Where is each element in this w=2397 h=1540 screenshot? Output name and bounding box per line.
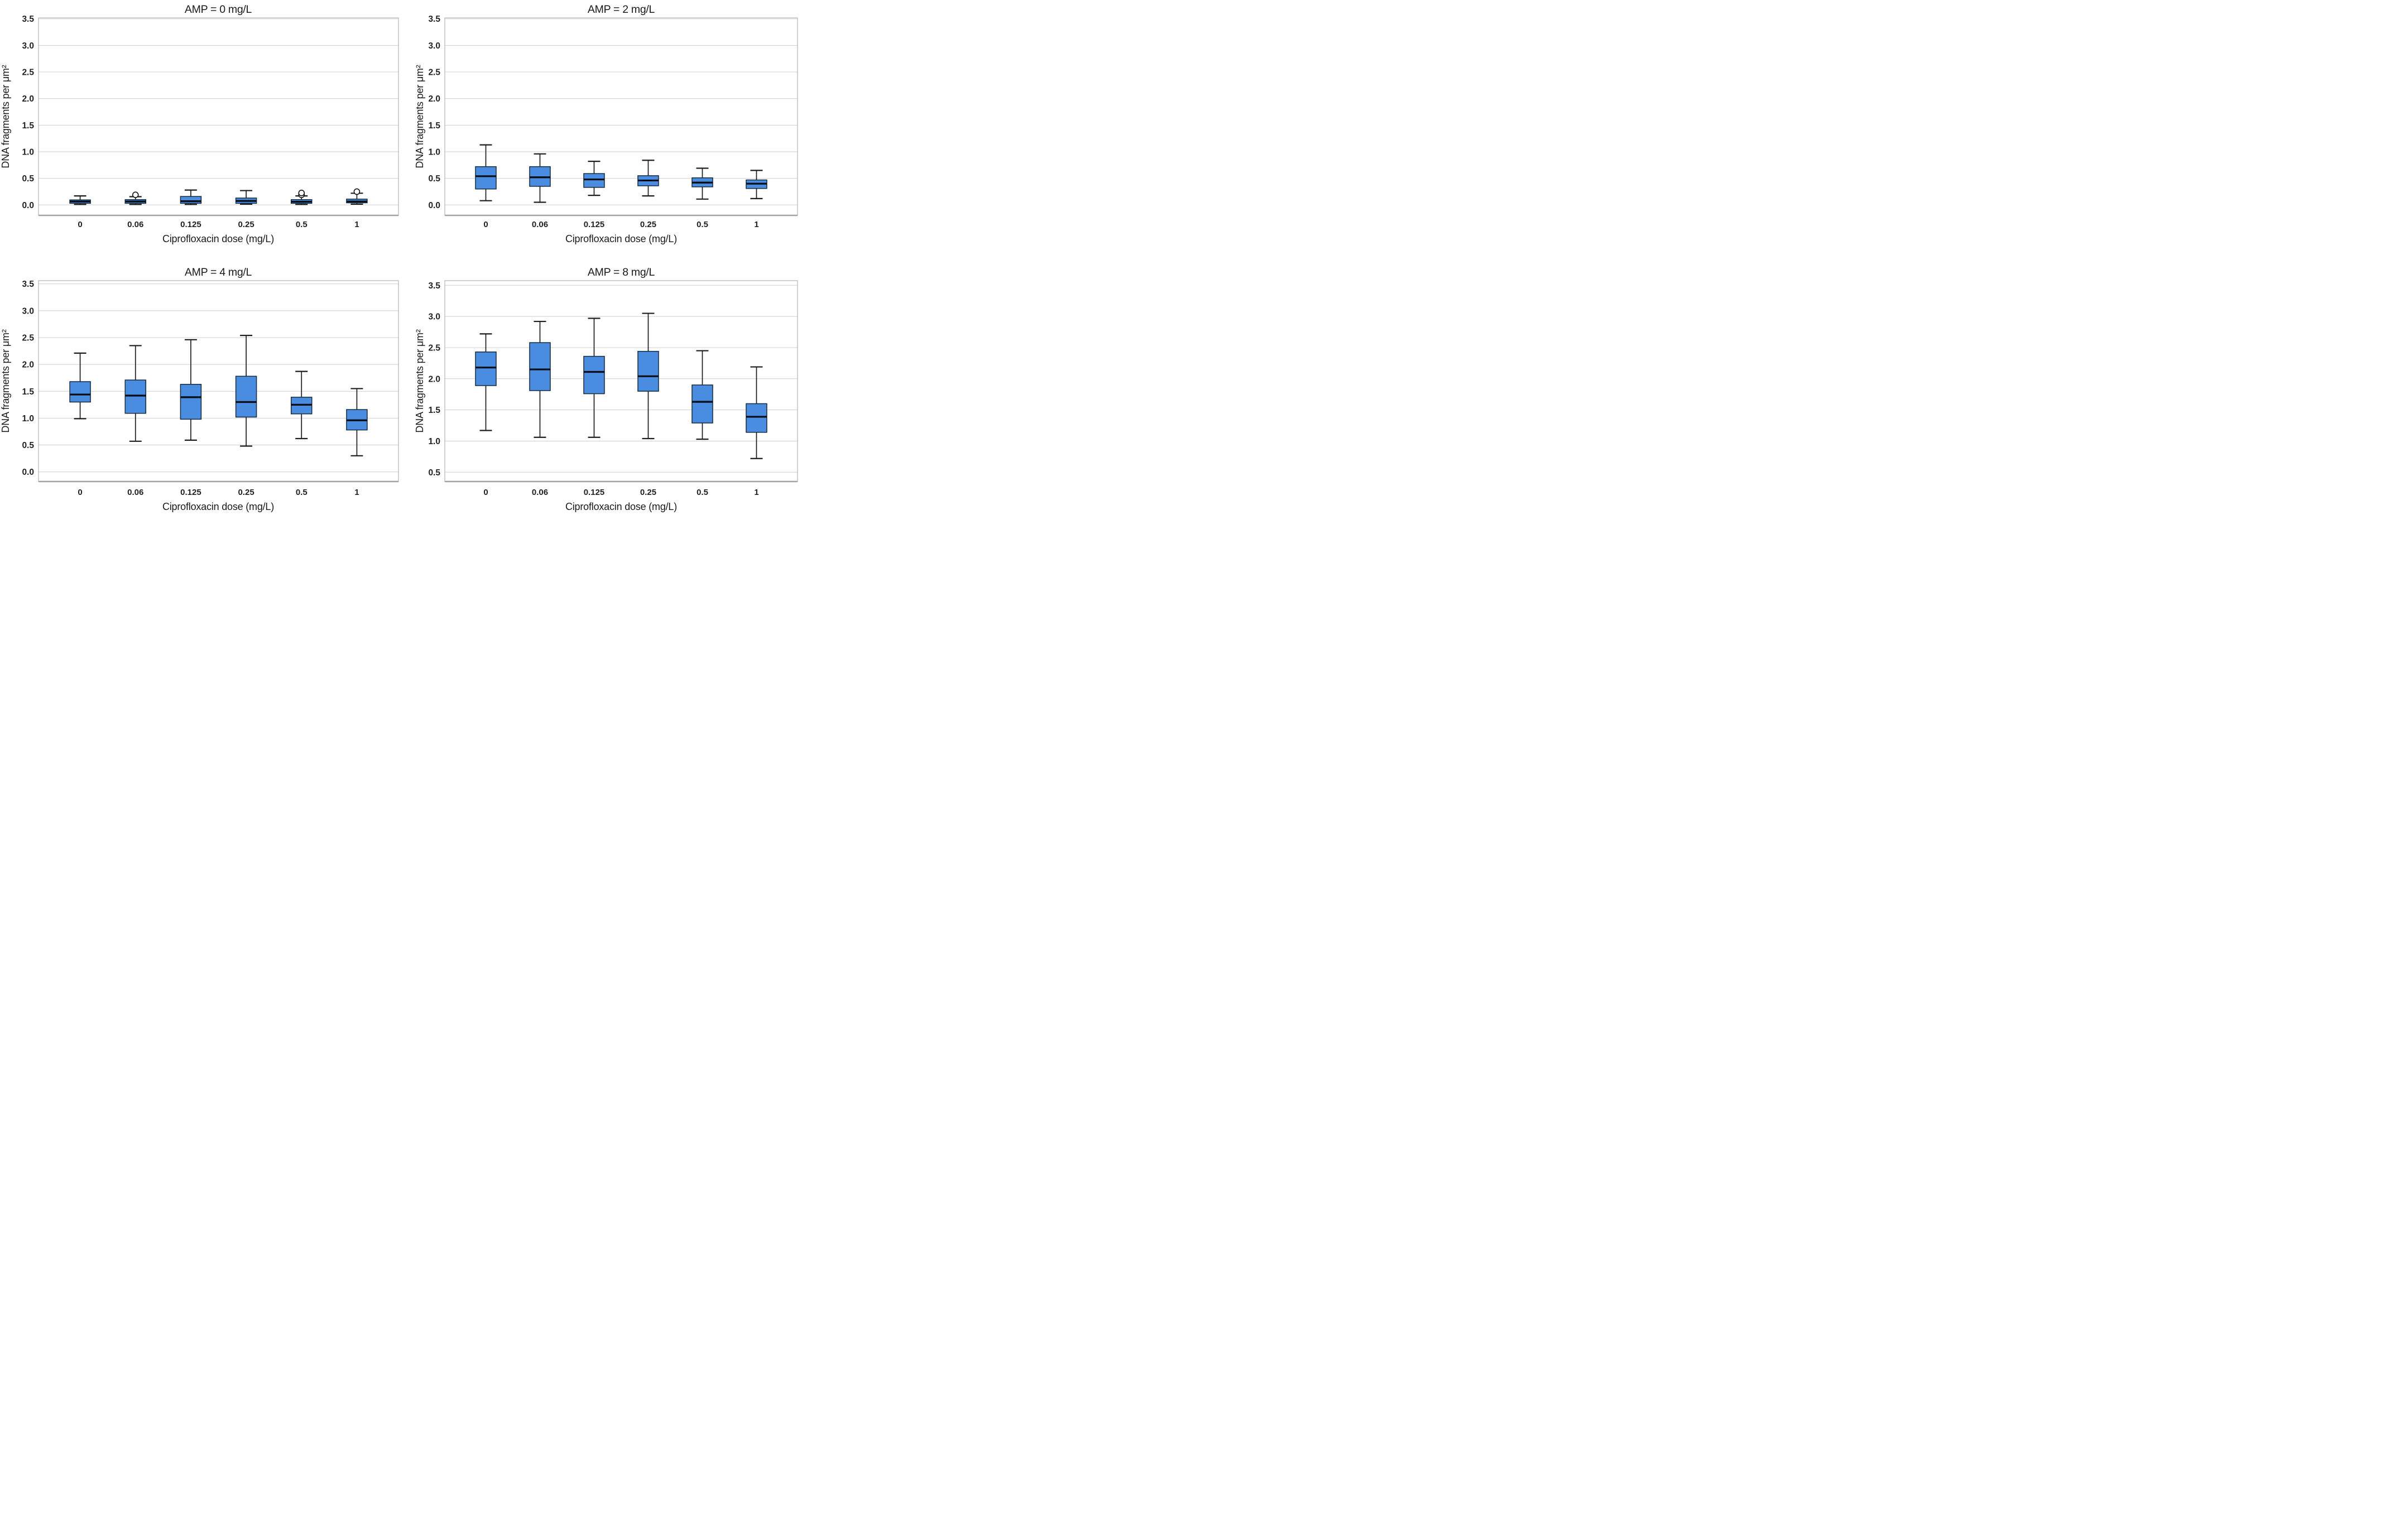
y-tick-label: 3.0	[428, 312, 440, 322]
y-tick-label: 1.0	[428, 437, 440, 446]
x-tick-label: 0	[483, 220, 488, 229]
boxplot-figure: 3.5 3.0 2.5 2.0 1.5 1.0 0.5 0.0 0 0.06 0.125 0.25 0.…	[0, 0, 799, 513]
x-axis-title: Ciprofloxacin dose (mg/L)	[565, 233, 677, 244]
x-tick-label: 0.125	[180, 220, 201, 229]
x-tick-label: 0	[78, 220, 82, 229]
y-tick-label: 1.5	[428, 121, 440, 131]
plot-layer: 3.5 3.0 2.5 2.0 1.5 1.0 0.5 0.0 0 0.06 0.125 0.25 0.…	[22, 15, 399, 229]
y-tick-label: 3.5	[22, 280, 34, 289]
y-tick-label: 1.5	[22, 387, 34, 397]
y-tick-label: 2.0	[428, 94, 440, 104]
plot-frame	[444, 17, 798, 216]
boxplot-box	[180, 196, 202, 204]
plot-frame	[444, 280, 798, 482]
y-tick-label: 0.0	[22, 201, 34, 210]
panel-amp-8: 3.53.02.52.01.51.00.50 0.06 0.125 0.25 0.5 1 …	[414, 266, 798, 512]
y-tick-label: 0.5	[428, 174, 440, 184]
y-tick-label: 0.5	[22, 174, 34, 184]
y-tick-label: 2.5	[428, 68, 440, 78]
panel-amp-2: 3.5 3.0 2.5 2.0 1.5 1.0 0.5 0.0 0 0.06 0.125 0.25 0.…	[414, 3, 798, 244]
x-tick-label: 0.125	[180, 488, 201, 497]
boxplot-box	[637, 350, 659, 392]
x-axis-title: Ciprofloxacin dose (mg/L)	[162, 233, 274, 244]
y-tick-label: 2.0	[428, 374, 440, 384]
y-tick-label: 0.0	[22, 468, 34, 477]
y-tick-label: 1.5	[428, 406, 440, 415]
y-tick-label: 2.5	[428, 343, 440, 353]
x-tick-label: 0	[78, 488, 82, 497]
x-tick-label: 1	[754, 488, 758, 497]
boxplot-box	[180, 384, 202, 420]
panel-title: AMP = 0 mg/L	[185, 3, 252, 16]
boxplot-box	[691, 384, 713, 424]
boxplot-box	[529, 342, 551, 391]
x-axis-title: Ciprofloxacin dose (mg/L)	[162, 501, 274, 512]
x-tick-label: 0.06	[532, 488, 548, 497]
x-tick-label: 0	[483, 488, 488, 497]
boxplot-box	[475, 352, 497, 386]
x-tick-label: 0.125	[584, 220, 605, 229]
y-tick-label: 3.0	[22, 306, 34, 316]
x-tick-label: 0.5	[296, 488, 308, 497]
x-axis-title: Ciprofloxacin dose (mg/L)	[565, 501, 677, 512]
plot-layer: 3.5 3.0 2.5 2.0 1.5 1.0 0.5 0.0 0 0.06 0.125 0.25 0.…	[428, 15, 798, 229]
panel-title: AMP = 2 mg/L	[588, 3, 655, 16]
y-tick-label: 2.0	[22, 360, 34, 370]
y-tick-label: 3.0	[428, 41, 440, 51]
boxplot-box	[69, 381, 91, 403]
y-tick-label: 1.0	[22, 414, 34, 424]
y-tick-label: 3.5	[22, 15, 34, 24]
y-axis-title: DNA fragments per μm²	[0, 329, 11, 432]
outlier-point	[353, 188, 361, 195]
y-tick-label: 1.0	[428, 147, 440, 157]
y-axis-title: DNA fragments per μm²	[0, 65, 11, 168]
x-tick-label: 0.25	[640, 488, 656, 497]
y-tick-label: 2.0	[22, 94, 34, 104]
panel-title: AMP = 4 mg/L	[185, 266, 252, 278]
x-tick-label: 0.125	[584, 488, 605, 497]
boxplot-box	[235, 376, 257, 418]
boxplot-box	[583, 355, 605, 394]
x-tick-label: 0.06	[127, 488, 143, 497]
x-tick-label: 1	[354, 220, 359, 229]
y-axis-title: DNA fragments per μm²	[414, 65, 425, 168]
x-tick-label: 0.25	[640, 220, 656, 229]
x-tick-label: 0.25	[238, 220, 254, 229]
boxplot-box	[746, 403, 767, 433]
plot-layer: 3.5 3.0 2.5 2.0 1.5 1.0 0.5 0 0.06 0.125 0.25 0.5 1	[428, 280, 798, 497]
x-tick-label: 1	[354, 488, 359, 497]
x-tick-label: 0.5	[696, 220, 708, 229]
panel-title: AMP = 8 mg/L	[588, 266, 655, 278]
panel-amp-4: 3.5 3.0 2.5 2.0 1.5 1.0 0.5 0.0 0 0.06 0.125 0.25 0.…	[0, 266, 399, 512]
plot-layer: 3.5 3.0 2.5 2.0 1.5 1.0 0.5 0.0 0 0.06 0.125 0.25 0.…	[22, 280, 399, 497]
boxplot-box	[475, 166, 497, 190]
boxplot-box	[583, 173, 605, 188]
outlier-point	[298, 190, 305, 196]
y-tick-label: 2.5	[22, 68, 34, 78]
x-tick-label: 1	[754, 220, 758, 229]
y-axis-title: DNA fragments per μm²	[414, 329, 425, 432]
outlier-point	[132, 191, 139, 198]
y-tick-label: 0.5	[22, 441, 34, 450]
x-tick-label: 0.25	[238, 488, 254, 497]
y-tick-label: 0.5	[428, 468, 440, 478]
x-tick-label: 0.06	[127, 220, 143, 229]
x-tick-label: 0.5	[696, 488, 708, 497]
panel-amp-0: 3.5 3.0 2.5 2.0 1.5 1.0 0.5 0.0 0 0.06 0.125 0.25 0.…	[0, 3, 399, 244]
y-tick-label: 3.5	[428, 15, 440, 24]
y-tick-label: 1.0	[22, 147, 34, 157]
y-tick-label: 1.5	[22, 121, 34, 131]
plot-frame	[38, 17, 399, 216]
y-tick-label: 3.0	[22, 41, 34, 51]
y-tick-label: 2.5	[22, 333, 34, 343]
y-tick-label: 0.0	[428, 201, 440, 210]
boxplot-box	[124, 379, 146, 414]
x-tick-label: 0.5	[296, 220, 308, 229]
y-tick-label: 3.5	[428, 281, 440, 291]
x-tick-label: 0.06	[532, 220, 548, 229]
